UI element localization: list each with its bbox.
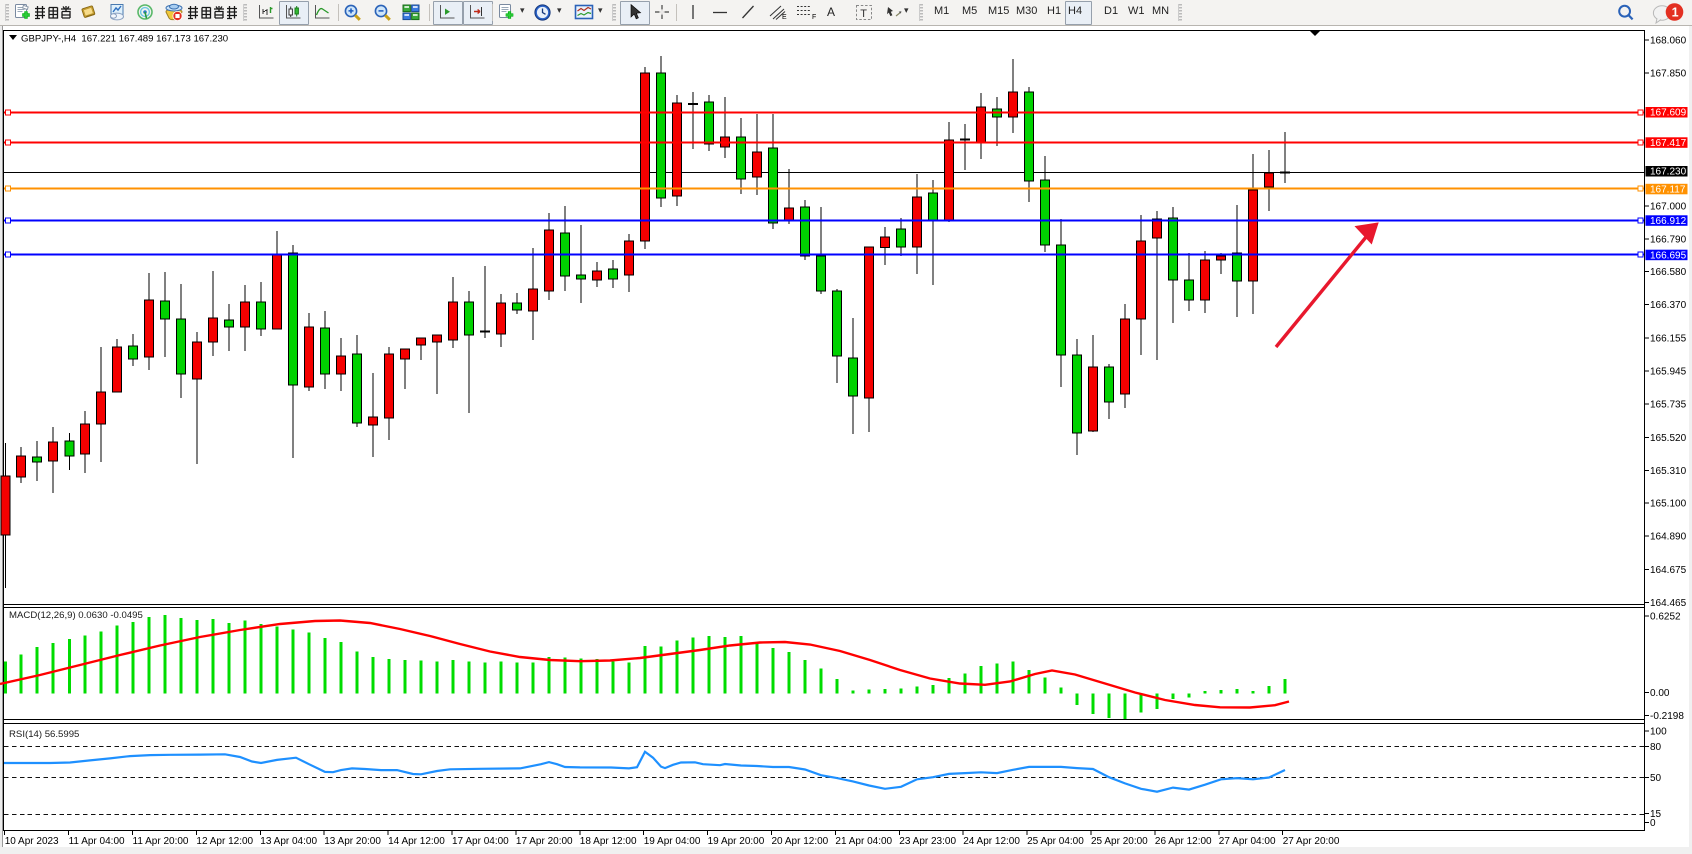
svg-text:20 Apr 12:00: 20 Apr 12:00 — [772, 836, 829, 847]
svg-text:15: 15 — [1650, 809, 1662, 820]
svg-text:17 Apr 20:00: 17 Apr 20:00 — [516, 836, 573, 847]
svg-text:18 Apr 12:00: 18 Apr 12:00 — [580, 836, 637, 847]
svg-text:11 Apr 20:00: 11 Apr 20:00 — [133, 836, 189, 847]
svg-text:166.155: 166.155 — [1650, 334, 1687, 345]
svg-text:167.417: 167.417 — [1650, 138, 1687, 149]
svg-text:25 Apr 20:00: 25 Apr 20:00 — [1091, 836, 1148, 847]
svg-text:11 Apr 04:00: 11 Apr 04:00 — [69, 836, 125, 847]
svg-text:12 Apr 12:00: 12 Apr 12:00 — [196, 836, 253, 847]
svg-text:0.00: 0.00 — [1650, 688, 1670, 699]
svg-text:0: 0 — [1650, 818, 1656, 829]
svg-text:166.790: 166.790 — [1650, 234, 1687, 245]
svg-text:0.6252: 0.6252 — [1650, 612, 1681, 623]
svg-text:13 Apr 04:00: 13 Apr 04:00 — [260, 836, 317, 847]
svg-text:17 Apr 04:00: 17 Apr 04:00 — [452, 836, 509, 847]
svg-text:13 Apr 20:00: 13 Apr 20:00 — [324, 836, 381, 847]
svg-text:167.230: 167.230 — [1650, 167, 1687, 178]
svg-text:165.310: 165.310 — [1650, 466, 1687, 477]
svg-text:RSI(14) 56.5995: RSI(14) 56.5995 — [9, 729, 79, 740]
svg-text:164.465: 164.465 — [1650, 598, 1687, 609]
svg-text:166.695: 166.695 — [1650, 250, 1687, 261]
svg-text:166.912: 166.912 — [1650, 216, 1687, 227]
svg-text:1: 1 — [1672, 5, 1679, 19]
svg-text:26 Apr 12:00: 26 Apr 12:00 — [1155, 836, 1212, 847]
svg-text:166.370: 166.370 — [1650, 300, 1687, 311]
svg-text:GBPJPY-,H4 167.221 167.489 16: GBPJPY-,H4 167.221 167.489 167.173 167.2… — [21, 34, 228, 45]
svg-text:27 Apr 04:00: 27 Apr 04:00 — [1219, 836, 1276, 847]
svg-text:167.000: 167.000 — [1650, 201, 1687, 212]
svg-text:100: 100 — [1650, 727, 1667, 738]
svg-text:19 Apr 04:00: 19 Apr 04:00 — [644, 836, 701, 847]
svg-text:F: F — [812, 14, 816, 21]
svg-text:25 Apr 04:00: 25 Apr 04:00 — [1027, 836, 1084, 847]
svg-text:24 Apr 12:00: 24 Apr 12:00 — [963, 836, 1020, 847]
svg-text:19 Apr 20:00: 19 Apr 20:00 — [708, 836, 765, 847]
svg-text:167.850: 167.850 — [1650, 68, 1687, 79]
svg-text:165.100: 165.100 — [1650, 499, 1687, 510]
svg-text:164.890: 164.890 — [1650, 532, 1687, 543]
svg-text:14 Apr 12:00: 14 Apr 12:00 — [388, 836, 445, 847]
svg-text:50: 50 — [1650, 773, 1662, 784]
svg-text:164.675: 164.675 — [1650, 565, 1687, 576]
svg-text:27 Apr 20:00: 27 Apr 20:00 — [1283, 836, 1340, 847]
svg-text:168.060: 168.060 — [1650, 36, 1687, 47]
svg-text:167.117: 167.117 — [1650, 184, 1686, 195]
svg-text:MACD(12,26,9) 0.0630 -0.0495: MACD(12,26,9) 0.0630 -0.0495 — [9, 610, 143, 621]
svg-text:10 Apr 2023: 10 Apr 2023 — [5, 836, 59, 847]
svg-text:E: E — [782, 14, 787, 21]
svg-text:-0.2198: -0.2198 — [1650, 711, 1684, 722]
svg-text:165.945: 165.945 — [1650, 367, 1687, 378]
svg-text:80: 80 — [1650, 742, 1662, 753]
svg-text:21 Apr 04:00: 21 Apr 04:00 — [835, 836, 892, 847]
svg-text:T: T — [860, 8, 867, 20]
svg-text:165.735: 165.735 — [1650, 399, 1687, 410]
svg-text:165.520: 165.520 — [1650, 433, 1687, 444]
svg-text:23 Apr 23:00: 23 Apr 23:00 — [899, 836, 956, 847]
svg-text:166.580: 166.580 — [1650, 267, 1687, 278]
svg-text:167.609: 167.609 — [1650, 108, 1687, 119]
